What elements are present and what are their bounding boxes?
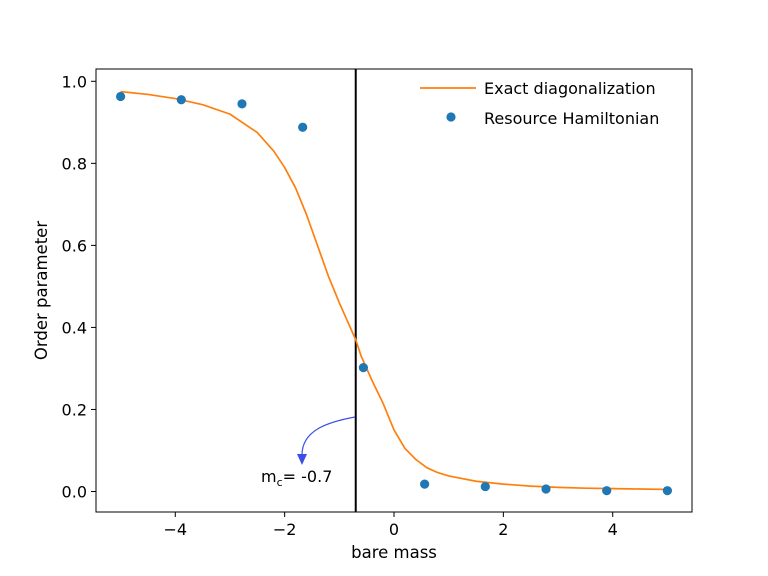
data-point-resource-hamiltonian <box>237 99 247 109</box>
data-point-resource-hamiltonian <box>116 91 126 102</box>
data-point-resource-hamiltonian <box>602 486 612 496</box>
data-point-resource-hamiltonian <box>662 486 672 496</box>
legend-label-resource: Resource Hamiltonian <box>484 109 659 128</box>
plot-area <box>96 69 692 512</box>
y-tick-label: 0.4 <box>62 318 87 337</box>
critical-mass-annotation: mc= -0.7 <box>261 416 356 489</box>
y-tick-label: 0.2 <box>62 400 87 419</box>
y-tick-label: 1.0 <box>62 72 87 91</box>
x-tick-label: 4 <box>608 520 618 539</box>
legend-label-exact: Exact diagonalization <box>484 79 656 98</box>
x-tick-label: 2 <box>498 520 508 539</box>
x-axis-label: bare mass <box>351 543 437 562</box>
annotation-label: mc= -0.7 <box>261 467 332 489</box>
x-tick-label: 0 <box>389 520 399 539</box>
data-point-resource-hamiltonian <box>420 479 430 489</box>
data-point-resource-hamiltonian <box>358 363 368 373</box>
y-tick-label: 0.0 <box>62 482 87 501</box>
x-tick-label: −4 <box>163 520 187 539</box>
legend-dot-swatch <box>446 112 456 122</box>
data-point-resource-hamiltonian <box>176 95 186 105</box>
data-point-resource-hamiltonian <box>298 122 308 132</box>
data-point-resource-hamiltonian <box>541 484 551 494</box>
x-tick-label: −2 <box>273 520 297 539</box>
y-tick-label: 0.8 <box>62 154 87 173</box>
data-point-resource-hamiltonian <box>480 481 490 492</box>
annotation-arrowhead <box>297 454 307 465</box>
legend: Exact diagonalization Resource Hamiltoni… <box>420 79 659 128</box>
y-axis-label: Order parameter <box>32 221 51 360</box>
y-tick-label: 0.6 <box>62 236 87 255</box>
annotation-arrow <box>301 416 356 456</box>
